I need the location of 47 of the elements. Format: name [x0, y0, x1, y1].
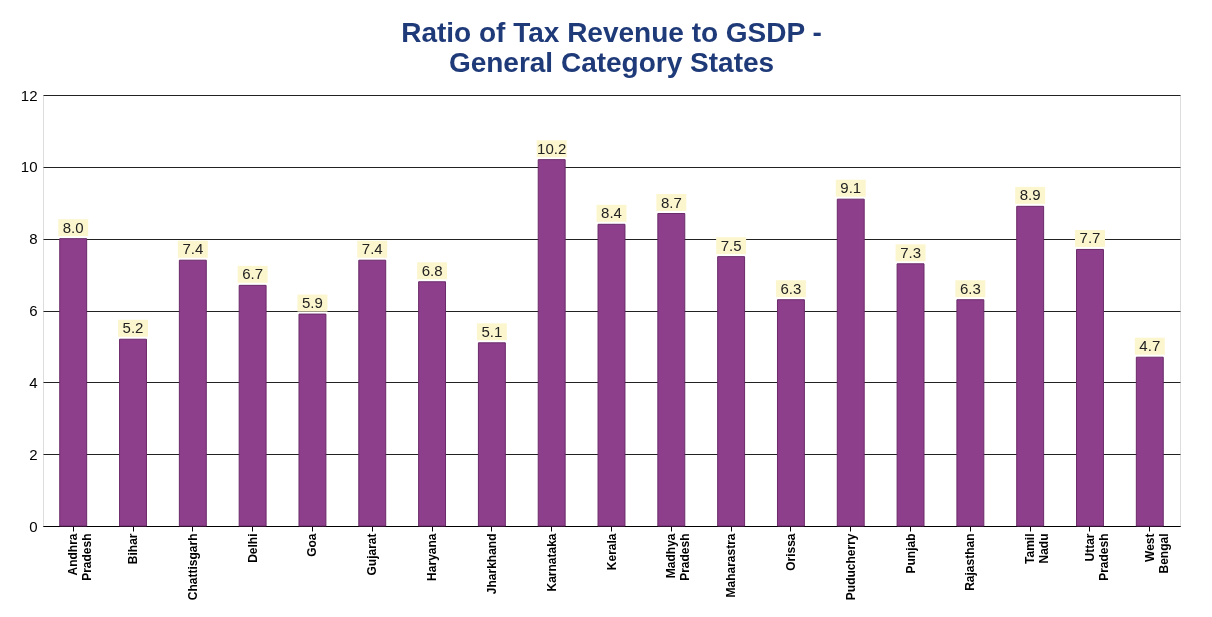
- data-label: 7.4: [361, 240, 383, 258]
- y-tick-label: 12: [20, 86, 38, 104]
- x-tick-label: Puducherry: [843, 533, 858, 601]
- x-tick-label: Andhra Pradesh: [66, 533, 95, 581]
- x-tick-label: Kerala: [604, 533, 619, 571]
- y-tick-label: 2: [29, 445, 38, 463]
- data-label: 6.8: [421, 261, 443, 279]
- x-tick-label: Madhya Pradesh: [664, 533, 693, 581]
- data-label: 8.0: [62, 218, 84, 236]
- x-tick-label: Rajasthan: [963, 533, 978, 591]
- data-label: 5.9: [302, 294, 323, 312]
- data-label: 6.3: [780, 279, 802, 297]
- y-tick-label: 8: [29, 230, 38, 248]
- x-tick-label: Delhi: [245, 533, 260, 563]
- x-tick-label: Jharkhand: [484, 533, 499, 595]
- y-tick-label: 0: [29, 517, 38, 535]
- data-label: 8.4: [601, 204, 622, 222]
- x-tick-label: Orissa: [783, 533, 798, 571]
- data-label: 5.2: [122, 319, 144, 337]
- x-tick-label: Karnataka: [544, 533, 559, 592]
- x-tick-label: Maharastra: [724, 533, 739, 598]
- data-label: 7.7: [1079, 229, 1101, 247]
- data-label: 7.4: [182, 240, 204, 258]
- x-tick-label: Chattisgarh: [185, 533, 200, 601]
- data-label: 4.7: [1139, 337, 1161, 355]
- bar: [537, 159, 566, 527]
- x-tick-label: Uttar Pradesh: [1082, 533, 1111, 581]
- data-label: 7.3: [900, 243, 921, 261]
- data-label: 6.7: [242, 265, 264, 283]
- data-label: 9.1: [840, 179, 862, 197]
- data-label: 8.9: [1019, 186, 1041, 204]
- chart-title: Ratio of Tax Revenue to GSDP - General Category States: [401, 17, 822, 78]
- data-label: 7.5: [720, 236, 742, 254]
- x-tick-label: Goa: [305, 533, 320, 557]
- x-tick-label: Bihar: [126, 533, 141, 565]
- x-tick-label: Punjab: [903, 533, 918, 574]
- y-tick-label: 6: [29, 302, 38, 319]
- x-tick-label: West Bengal: [1142, 533, 1171, 574]
- y-tick-label: 4: [29, 373, 38, 391]
- data-label: 5.1: [481, 322, 503, 340]
- data-label: 10.2: [537, 139, 567, 157]
- x-tick-label: Gujarat: [365, 533, 380, 576]
- data-label: 6.3: [959, 279, 981, 297]
- y-tick-label: 10: [20, 158, 38, 176]
- x-tick-label: Tamil Nadu: [1023, 533, 1052, 564]
- x-tick-label: Haryana: [425, 533, 440, 581]
- data-label: 8.7: [660, 193, 682, 211]
